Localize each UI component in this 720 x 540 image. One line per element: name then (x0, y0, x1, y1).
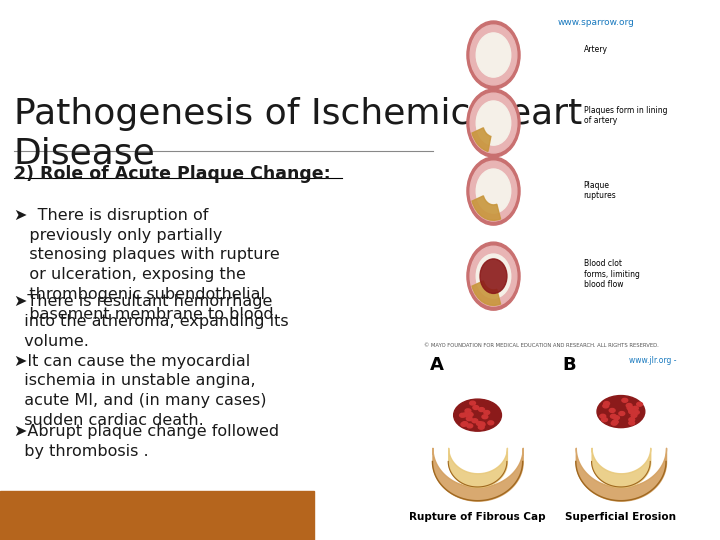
Text: 2) Role of Acute Plaque Change:: 2) Role of Acute Plaque Change: (14, 165, 330, 183)
Text: ➤There is resultant hemorrhage
  into the atheroma, expanding its
  volume.: ➤There is resultant hemorrhage into the … (14, 294, 289, 349)
Text: ➤Abrupt plaque change followed
  by thrombosis .: ➤Abrupt plaque change followed by thromb… (14, 424, 279, 458)
Text: ➤It can cause the myocardial
  ischemia in unstable angina,
  acute MI, and (in : ➤It can cause the myocardial ischemia in… (14, 354, 266, 428)
Text: ➤  There is disruption of
   previously only partially
   stenosing plaques with: ➤ There is disruption of previously only… (14, 208, 280, 322)
Text: Pathogenesis of Ischemic Heart
Disease: Pathogenesis of Ischemic Heart Disease (14, 97, 582, 171)
Bar (0, 491, 315, 540)
